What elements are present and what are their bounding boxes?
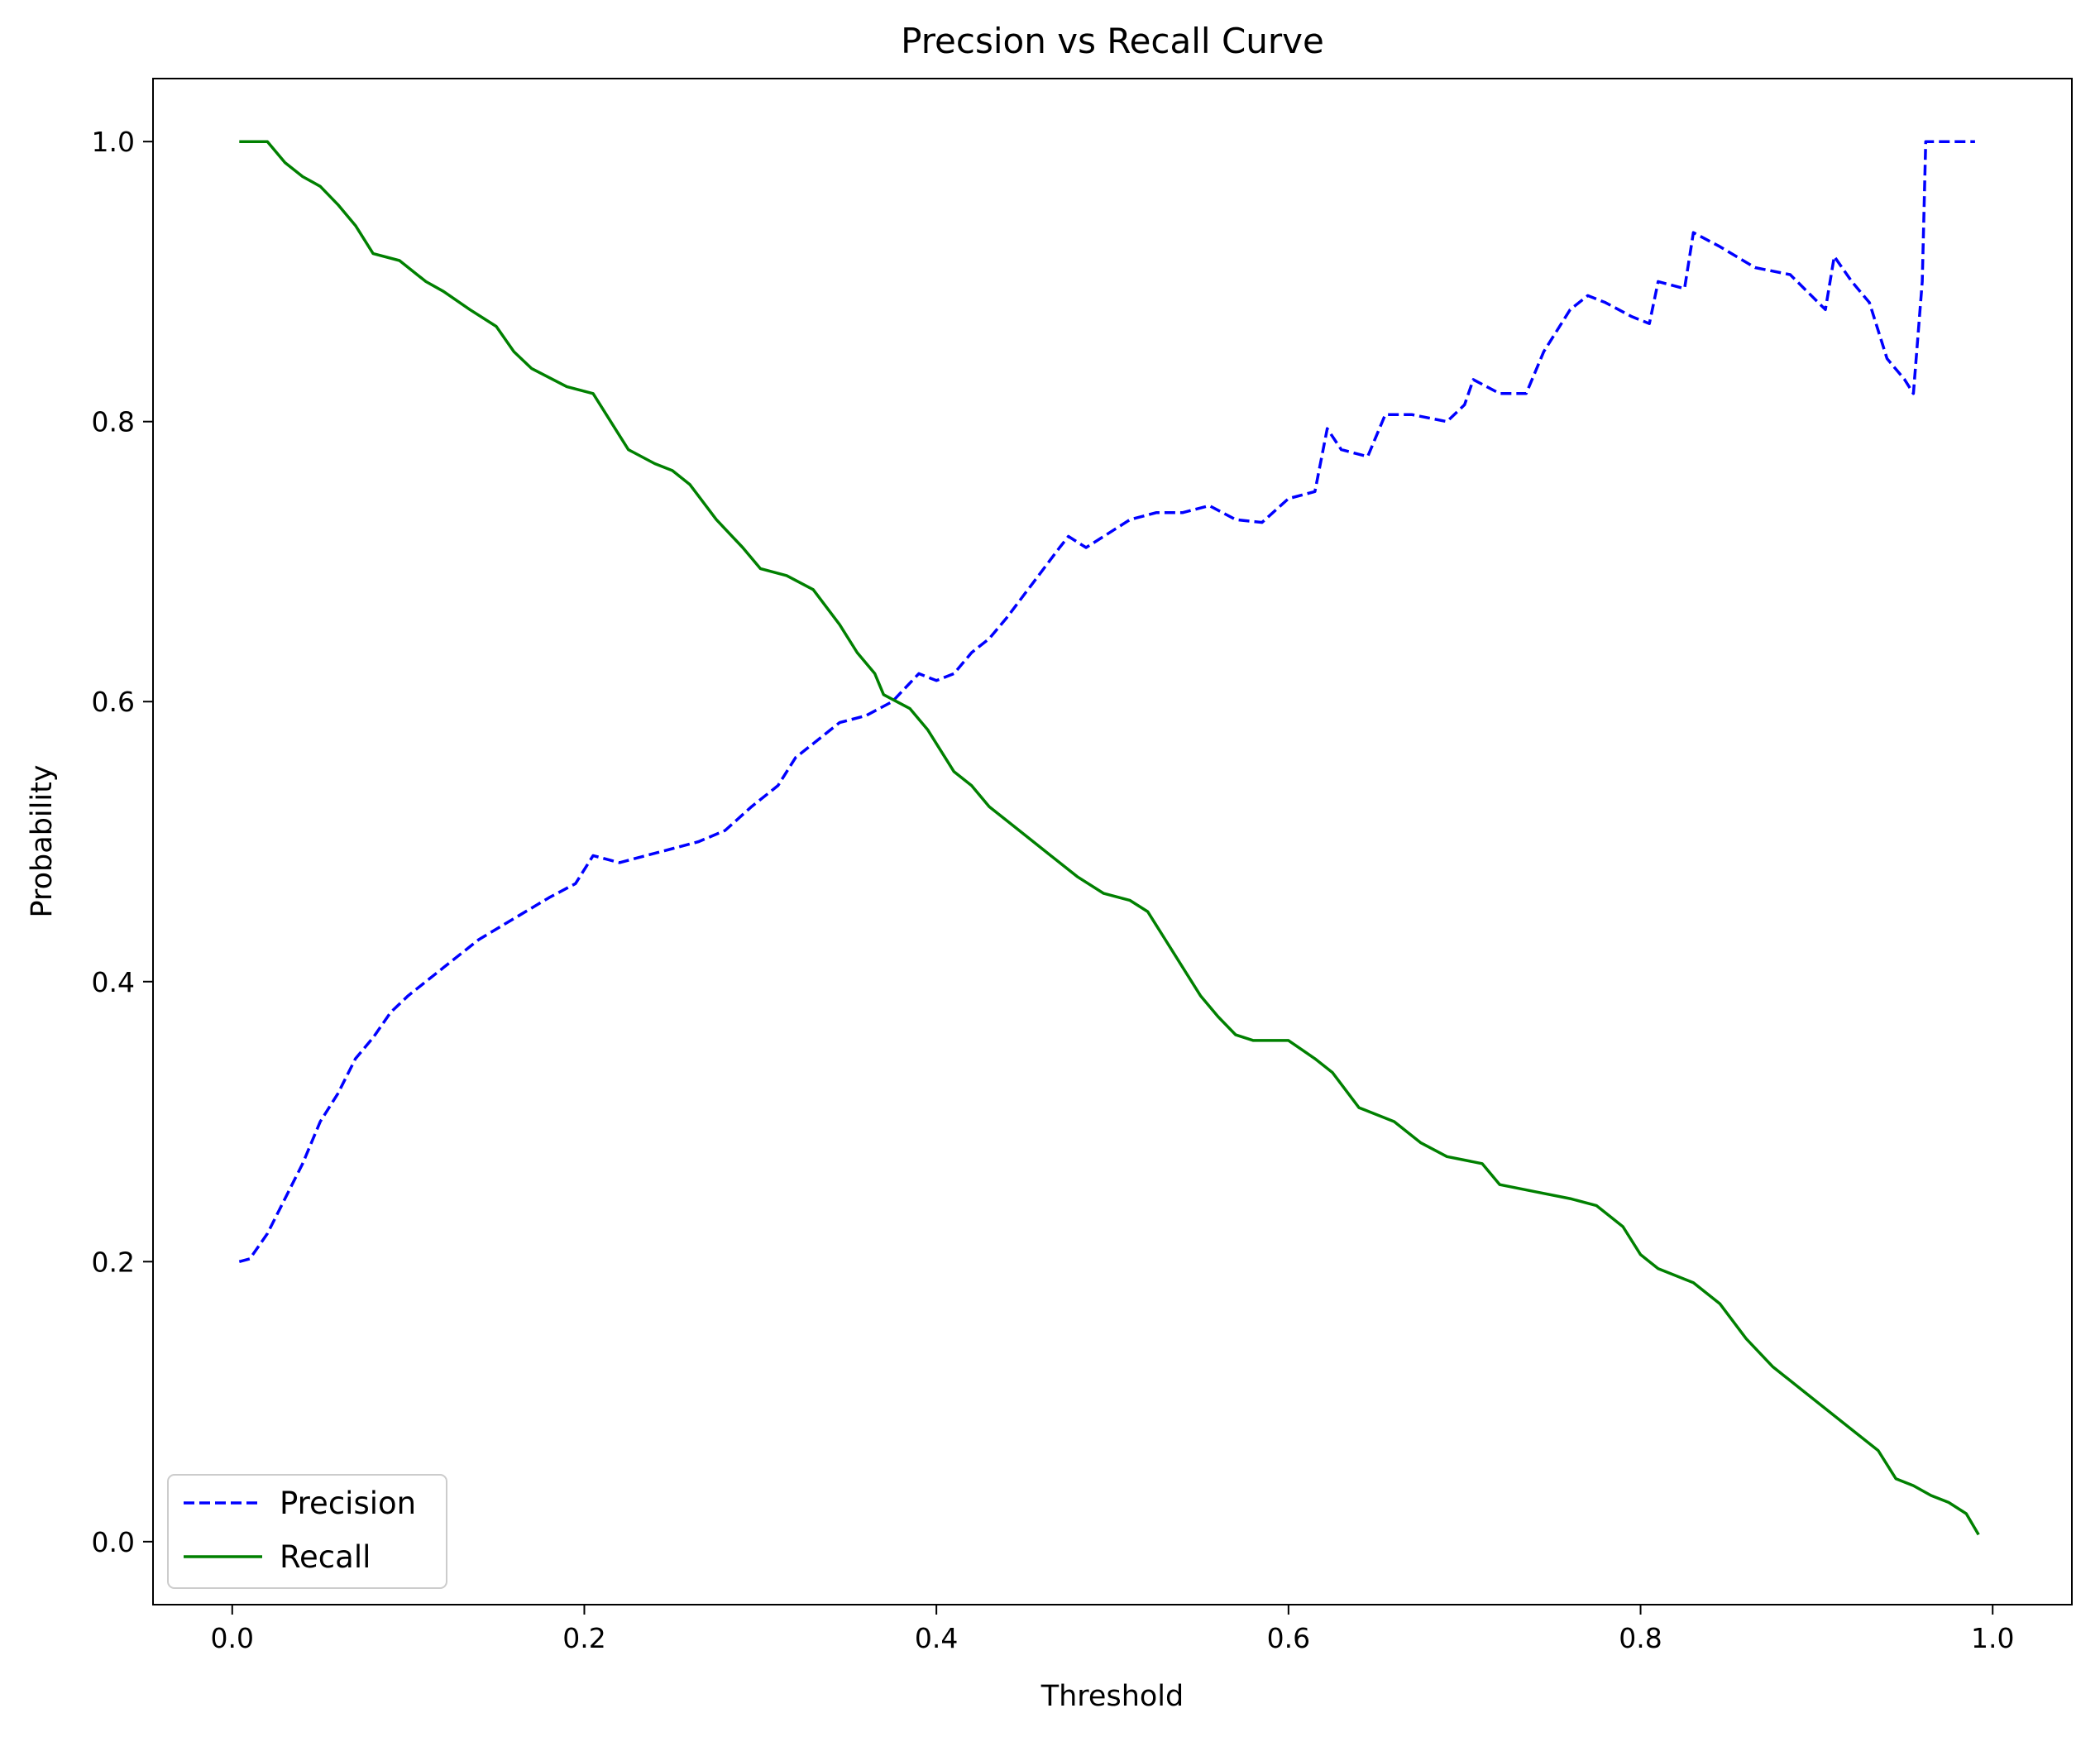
legend: Precision Recall — [167, 1474, 447, 1589]
x-tick-label: 0.0 — [211, 1622, 254, 1654]
x-tick-label: 0.6 — [1267, 1622, 1310, 1654]
x-axis-ticks: 0.0 0.2 0.4 0.6 0.8 1.0 — [211, 1605, 2014, 1654]
y-tick-label: 0.2 — [92, 1246, 135, 1278]
plot-area: 0.0 0.2 0.4 0.6 0.8 1.0 0.0 0.2 0.4 0.6 0.8 1.0 — [92, 78, 2073, 1654]
x-tick-label: 0.8 — [1619, 1622, 1662, 1654]
y-tick-label: 1.0 — [92, 126, 135, 158]
legend-label-precision: Precision — [280, 1486, 416, 1521]
y-tick-label: 0.8 — [92, 406, 135, 438]
x-tick-label: 1.0 — [1971, 1622, 2014, 1654]
series-line-recall — [239, 140, 1980, 1536]
x-tick-label: 0.2 — [562, 1622, 605, 1654]
series-layer — [238, 140, 1980, 1536]
x-axis-label: Threshold — [1040, 1680, 1184, 1713]
y-tick-label: 0.0 — [92, 1526, 135, 1558]
axes-frame — [152, 78, 2073, 1605]
y-axis-ticks: 0.0 0.2 0.4 0.6 0.8 1.0 — [92, 126, 153, 1558]
y-axis-label: Probability — [26, 764, 59, 917]
legend-label-recall: Recall — [280, 1539, 371, 1575]
x-tick-label: 0.4 — [915, 1622, 958, 1654]
y-tick-label: 0.6 — [92, 686, 135, 718]
y-tick-label: 0.4 — [92, 966, 135, 998]
chart-title: Precsion vs Recall Curve — [901, 21, 1324, 61]
series-line-precision — [238, 140, 1975, 1263]
